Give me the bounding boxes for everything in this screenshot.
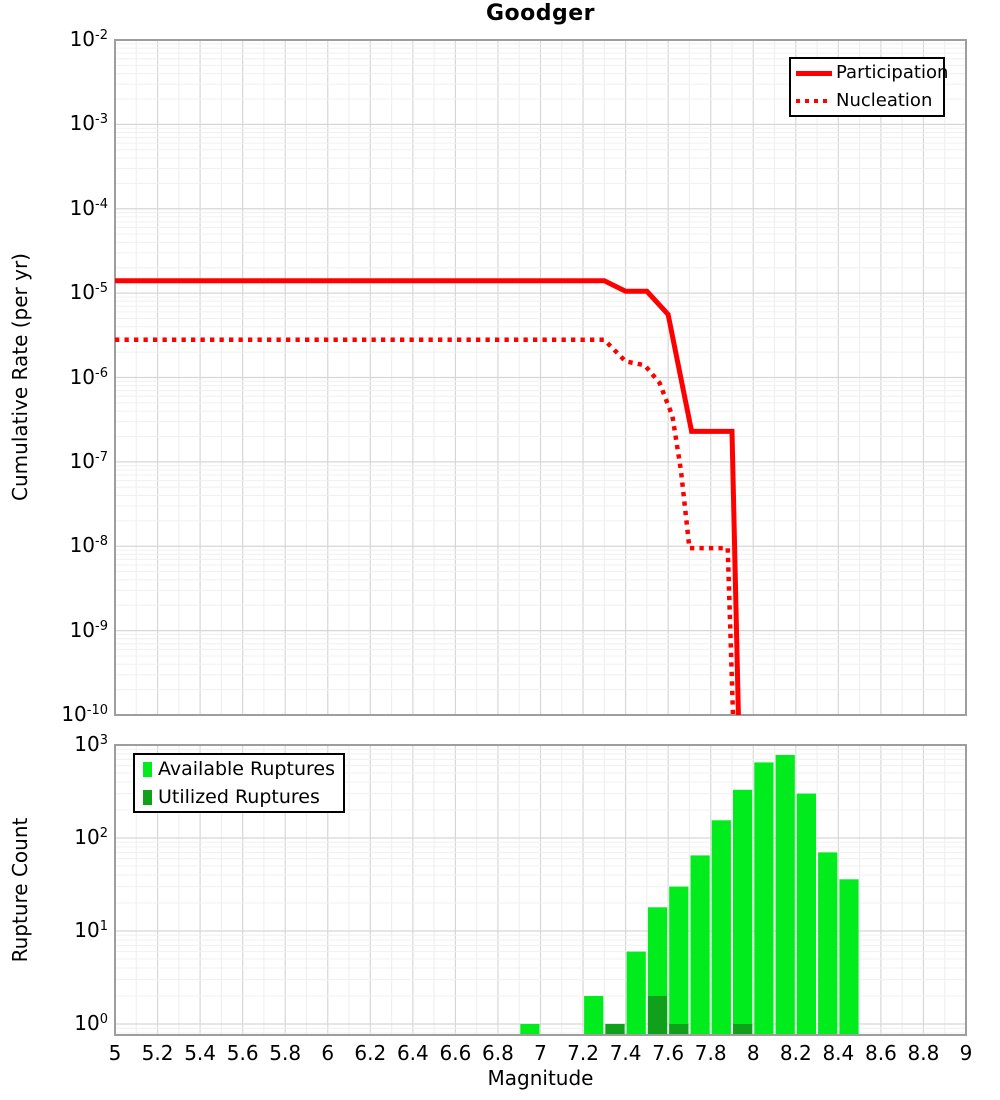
bar-available-m7.95 [733,789,753,1034]
nucleation-line [115,337,736,715]
bar-available-m7.75 [690,855,710,1034]
bar-available-m7.45 [626,951,646,1034]
legend-row-participation: Participation [796,62,948,84]
participation-label: Participation [836,62,949,83]
bottom-y-tick-label: 103 [74,732,108,756]
top-y-tick-label: 10-6 [69,364,108,389]
x-tick-label: 7.2 [567,1041,599,1065]
bar-utilized-m7.35 [605,1024,625,1034]
bottom-y-tick-label: 100 [74,1011,108,1035]
bar-available-m6.95 [520,1024,540,1034]
x-tick-label: 8 [746,1041,760,1065]
top-y-tick-label: 10-2 [69,27,108,51]
bottom-y-tick-label: 101 [74,918,108,942]
bar-available-m8.25 [796,793,816,1034]
line-legend: Participation Nucleation [789,57,948,117]
bar-utilized-m7.95 [733,1024,753,1034]
top-y-tick-label: 10-5 [69,280,108,305]
top-y-tick-label: 10-9 [69,617,108,642]
x-tick-label: 5.2 [141,1041,174,1065]
nucleation-line-swatch [796,98,832,104]
bar-available-m8.35 [818,852,838,1034]
utilized-ruptures-label: Utilized Ruptures [158,785,320,808]
x-tick-label: 6.6 [439,1041,472,1065]
top-plot-grid [115,40,966,715]
bar-available-m7.85 [711,820,731,1034]
utilized-ruptures-swatch [143,789,152,805]
nucleation-label: Nucleation [836,90,933,111]
x-tick-label: 7 [534,1041,547,1065]
bar-available-m7.25 [584,996,604,1034]
bar-utilized-m7.65 [669,1024,689,1034]
x-axis-title: Magnitude [487,1066,594,1090]
x-tick-label: 6.2 [354,1041,387,1065]
bottom-y-tick-label: 102 [74,825,108,849]
x-tick-label: 9 [959,1041,973,1065]
participation-line-swatch [796,70,832,76]
x-tick-label: 7.8 [694,1041,727,1065]
bottom-plot-border [114,744,967,1036]
x-tick-label: 6.4 [396,1041,429,1065]
x-tick-label: 7.4 [609,1041,642,1065]
x-tick-label: 6.8 [482,1041,514,1065]
top-y-tick-label: 10-8 [69,533,108,558]
x-tick-label: 6 [321,1041,335,1065]
x-tick-label: 5.4 [184,1041,216,1065]
x-tick-label: 8.8 [907,1041,940,1065]
x-tick-label: 7.6 [652,1041,685,1065]
top-plot-border [114,39,967,716]
bar-legend: Available Ruptures Utilized Ruptures [133,753,345,813]
available-ruptures-swatch [143,761,152,777]
legend-row-utilized: Utilized Ruptures [143,786,335,809]
x-tick-label: 8.6 [864,1041,897,1065]
top-y-tick-label: 10-7 [69,448,108,473]
top-y-tick-label: 10-10 [61,702,108,726]
top-y-tick-label: 10-4 [69,195,108,220]
bar-available-m7.65 [669,886,689,1034]
x-tick-label: 5 [108,1041,122,1065]
legend-row-nucleation: Nucleation [796,90,938,112]
x-tick-label: 5.6 [226,1041,259,1065]
x-tick-label: 5.8 [269,1041,302,1065]
bar-available-m8.05 [754,762,774,1034]
bar-available-m8.45 [839,879,859,1034]
bar-utilized-m7.55 [647,996,668,1034]
chart-title: Goodger [485,1,596,26]
legend-row-available: Available Ruptures [143,758,335,781]
x-tick-label: 8.2 [779,1041,812,1065]
top-y-tick-label: 10-3 [69,111,108,136]
bar-available-m8.15 [775,755,795,1034]
participation-line [115,278,741,715]
utilized-ruptures-bars [605,996,753,1034]
x-tick-label: 8.4 [822,1041,855,1065]
available-ruptures-label: Available Ruptures [158,757,335,780]
